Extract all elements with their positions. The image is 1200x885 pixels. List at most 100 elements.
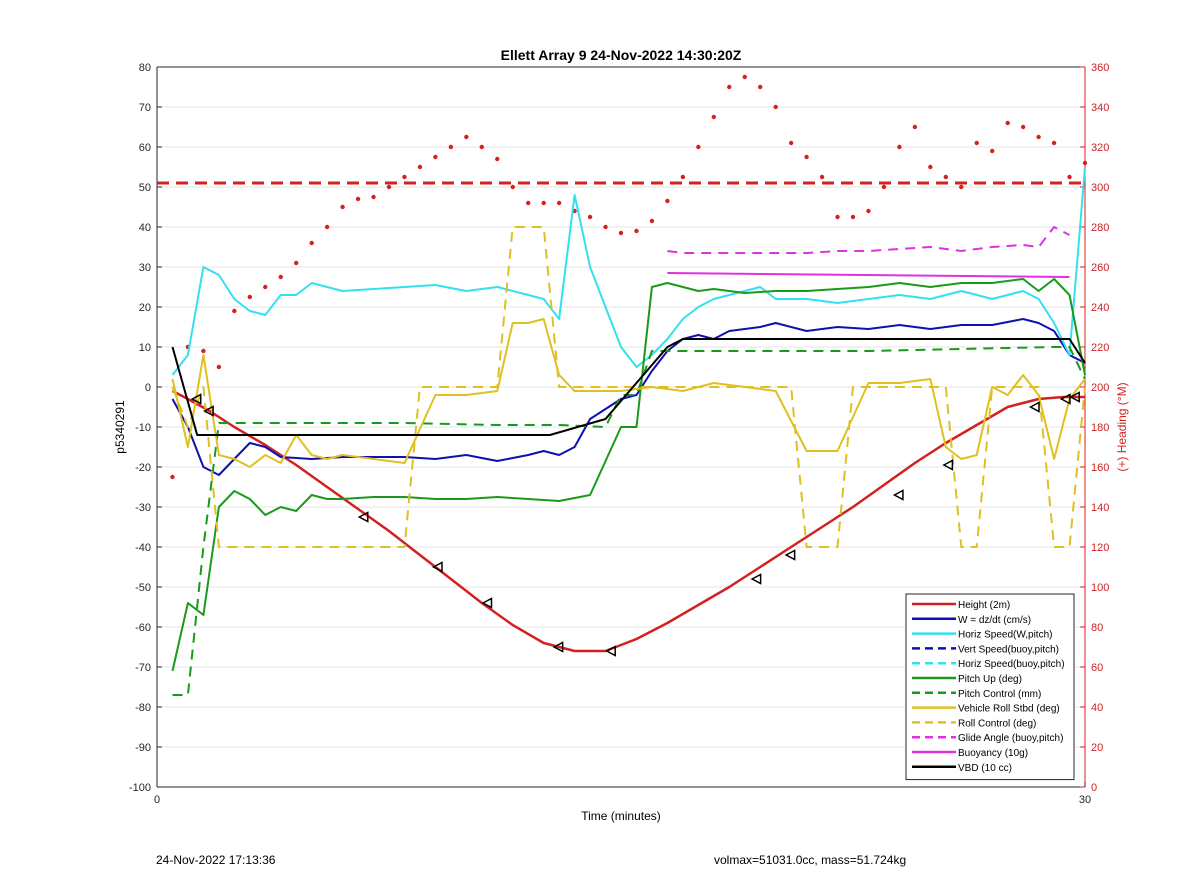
heading-point (355, 196, 361, 202)
heading-point (1082, 160, 1088, 166)
height-marker (552, 641, 564, 653)
heading-point (696, 144, 701, 150)
height-marker (892, 489, 904, 501)
heading-point (495, 156, 500, 162)
heading-point (835, 214, 840, 220)
y2-tick-label: 160 (1091, 462, 1109, 474)
legend-box (905, 593, 1075, 781)
heading-point (1051, 140, 1057, 146)
heading-point (402, 174, 407, 180)
y-tick-label: 0 (145, 382, 151, 394)
heading-point (448, 144, 454, 150)
heading-point (649, 218, 655, 224)
heading-point (603, 224, 608, 230)
y2-tick-label: 300 (1091, 182, 1109, 194)
heading-point (386, 184, 392, 190)
y2-tick-label: 200 (1091, 382, 1109, 394)
y-tick-label: -100 (129, 782, 151, 794)
x-tick-label: 30 (1079, 794, 1091, 806)
heading-point (788, 140, 794, 146)
heading-point (758, 84, 763, 90)
y-tick-label: 10 (139, 342, 151, 354)
heading-point (294, 260, 299, 266)
heading-point (417, 164, 423, 170)
heading-point (618, 230, 624, 236)
height-marker (1069, 391, 1080, 403)
series-layer (171, 166, 1086, 696)
x-tick-label: 0 (154, 794, 160, 806)
legend-label: Pitch Up (deg) (958, 674, 1022, 685)
y-tick-label: -90 (135, 742, 151, 754)
y2-tick-label: 340 (1091, 102, 1109, 114)
heading-point (263, 284, 268, 290)
series-line-height-2m (171, 389, 1085, 653)
heading-point (634, 228, 639, 234)
heading-layer (157, 74, 1088, 480)
y-tick-label: 80 (139, 62, 151, 74)
y-tick-label: -20 (135, 462, 151, 474)
heading-point (278, 274, 283, 280)
y2-axis-label: (+) Heading (°M) (1115, 382, 1129, 471)
y2-tick-label: 0 (1091, 782, 1097, 794)
legend-label: VBD (10 cc) (958, 763, 1012, 774)
legend-label: Vert Speed(buoy,pitch) (958, 644, 1059, 655)
heading-point (247, 294, 252, 300)
legend: Height (2m) W = dz/dt (cm/s) Horiz Speed(W… (905, 593, 1075, 781)
series-line-vbd-10-cc (171, 338, 1086, 436)
heading-point (665, 198, 670, 204)
y2-tick-label: 40 (1091, 702, 1103, 714)
y-tick-label: 70 (139, 102, 151, 114)
heading-point (433, 154, 438, 160)
heading-point (1005, 120, 1010, 126)
heading-point (232, 308, 237, 314)
y2-tick-label: 240 (1091, 302, 1109, 314)
height-marker (431, 561, 443, 573)
legend-label: Horiz Speed(buoy,pitch) (958, 659, 1065, 670)
y-tick-label: 60 (139, 142, 151, 154)
heading-point (773, 104, 778, 110)
heading-point (510, 184, 515, 190)
heading-point (928, 164, 933, 170)
series-line-pitch-control-mm (172, 346, 1086, 696)
y2-tick-label: 320 (1091, 142, 1109, 154)
heading-point (526, 200, 531, 206)
chart-title: Ellett Array 9 24-Nov-2022 14:30:20Z (501, 47, 742, 63)
y2-tick-label: 20 (1091, 742, 1103, 754)
axes: -100-90-80-70-60-50-40-30-20-10010203040… (129, 62, 1109, 806)
heading-point (216, 364, 222, 370)
legend-label: Glide Angle (buoy,pitch) (958, 733, 1063, 744)
y2-tick-label: 60 (1091, 662, 1103, 674)
y-tick-label: -50 (135, 582, 151, 594)
height-marker (190, 393, 202, 405)
y2-tick-label: 180 (1091, 422, 1109, 434)
legend-label: Vehicle Roll Stbd (deg) (958, 704, 1060, 715)
heading-point (850, 214, 856, 220)
heading-point (309, 240, 314, 246)
y2-tick-label: 280 (1091, 222, 1109, 234)
heading-point (1020, 124, 1026, 130)
y2-tick-label: 120 (1091, 542, 1109, 554)
series-line-roll-control-deg (171, 226, 1086, 548)
heading-point (819, 174, 825, 180)
series-line-pitch-up-deg (171, 278, 1086, 672)
heading-point (990, 148, 995, 154)
heading-point (1036, 134, 1041, 140)
y-tick-label: -80 (135, 702, 151, 714)
heading-point (680, 174, 686, 180)
legend-label: Roll Control (deg) (958, 718, 1036, 729)
heading-point (912, 124, 918, 130)
heading-point (587, 214, 593, 220)
legend-label: Horiz Speed(W,pitch) (958, 630, 1052, 641)
heading-point (742, 74, 747, 80)
series-line-w-dz-dt-cm-s (171, 318, 1086, 476)
y2-tick-label: 140 (1091, 502, 1109, 514)
y2-tick-label: 80 (1091, 622, 1103, 634)
heading-point (371, 194, 376, 200)
height-marker (750, 573, 762, 585)
y-axis-label: p5340291 (113, 400, 127, 454)
heading-point (541, 200, 546, 206)
y2-tick-label: 220 (1091, 342, 1109, 354)
y-tick-label: -30 (135, 502, 151, 514)
heading-point (479, 144, 484, 150)
y-tick-label: -40 (135, 542, 151, 554)
